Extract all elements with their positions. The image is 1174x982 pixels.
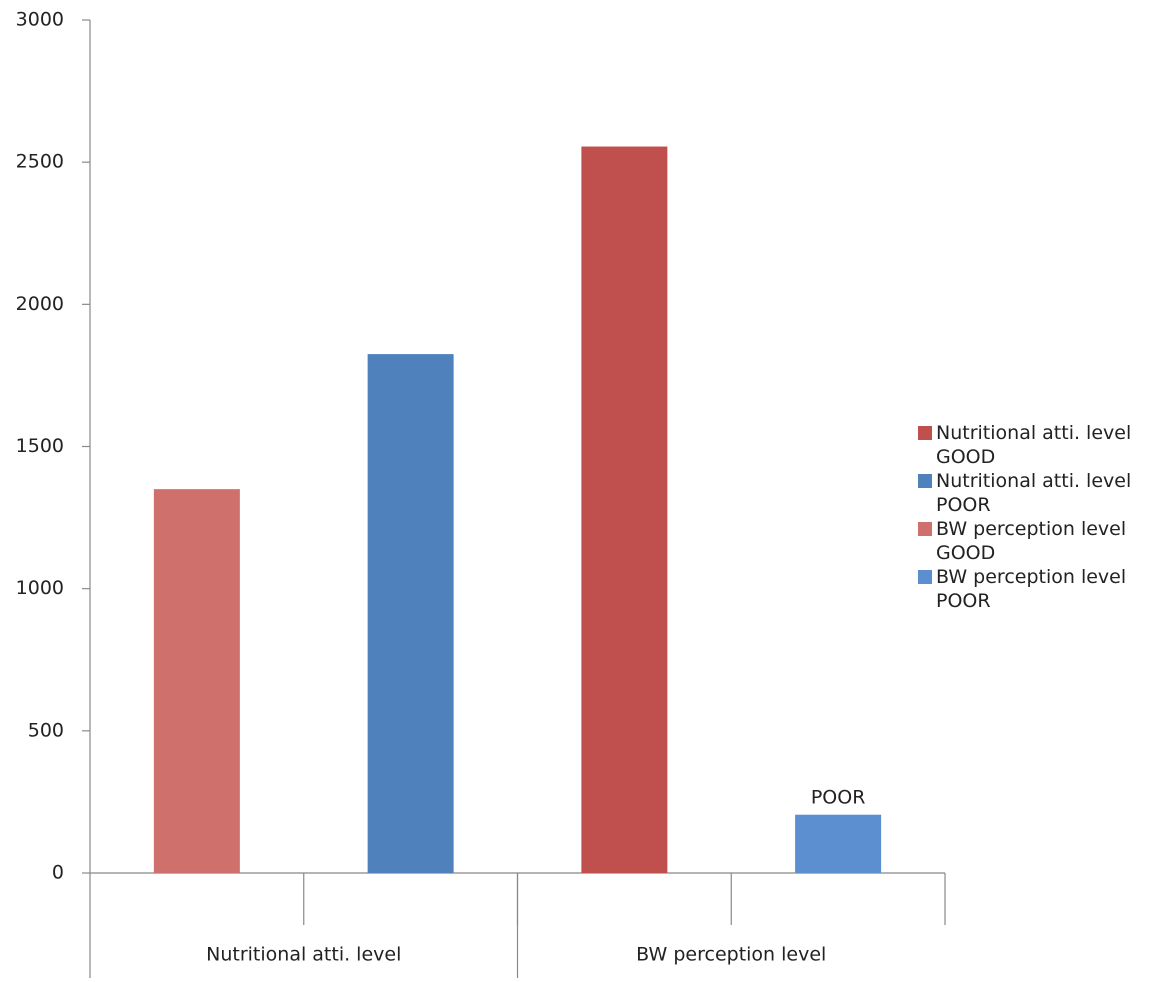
group-label: BW perception level bbox=[636, 944, 826, 966]
legend-swatch bbox=[918, 426, 932, 440]
y-tick-label: 3000 bbox=[16, 9, 64, 31]
bar bbox=[581, 147, 667, 873]
y-tick-label: 1000 bbox=[16, 577, 64, 599]
chart: 050010001500200025003000GOODPOORGOODPOOR… bbox=[0, 0, 1174, 978]
bar bbox=[154, 489, 240, 873]
y-tick-label: 1500 bbox=[16, 435, 64, 457]
bar bbox=[795, 815, 881, 873]
legend-swatch bbox=[918, 522, 932, 536]
y-tick-label: 2000 bbox=[16, 293, 64, 315]
legend-swatch bbox=[918, 474, 932, 488]
y-tick-label: 500 bbox=[28, 719, 64, 741]
legend-swatch bbox=[918, 570, 932, 584]
bar bbox=[368, 354, 454, 873]
y-tick-label: 0 bbox=[52, 862, 64, 884]
y-tick-label: 2500 bbox=[16, 151, 64, 173]
group-label: Nutritional atti. level bbox=[206, 944, 401, 966]
x-tick-label: POOR bbox=[811, 787, 866, 809]
